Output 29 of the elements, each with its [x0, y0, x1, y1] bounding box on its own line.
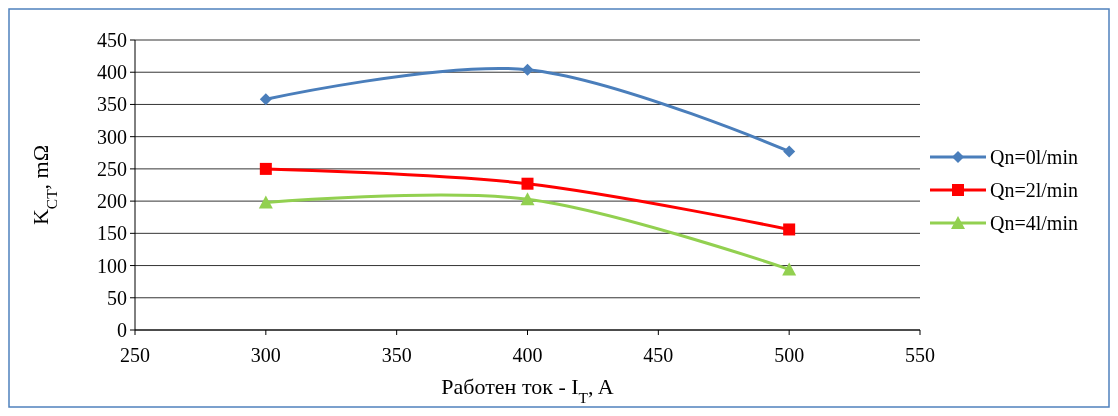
x-tick-label: 550 [905, 344, 935, 366]
y-tick-label: 50 [107, 286, 127, 309]
y-tick-label: 400 [97, 61, 127, 84]
legend-label: Qn=2l/min [990, 179, 1078, 201]
x-tick-label: 500 [774, 344, 805, 366]
legend-label: Qn=0l/min [990, 146, 1078, 168]
y-tick-label: 300 [97, 125, 127, 148]
point [782, 262, 797, 276]
x-axis-title: Работен ток - I$_{T}$, A [441, 374, 614, 406]
x-tick-label: 350 [381, 344, 412, 366]
point [258, 195, 273, 209]
point [521, 177, 534, 190]
point [521, 63, 534, 76]
legend-label: Qn=4l/min [990, 212, 1078, 234]
y-tick-label: 350 [97, 93, 127, 116]
y-tick-label: 100 [97, 254, 127, 277]
y-tick-label: 150 [97, 222, 127, 245]
x-tick-label: 300 [250, 344, 281, 366]
y-tick-label: 200 [97, 190, 127, 213]
point [520, 192, 535, 206]
x-tick-label: 400 [512, 344, 543, 366]
y-tick-label: 250 [97, 157, 127, 180]
point [259, 162, 272, 175]
y-tick-label: 450 [97, 29, 127, 51]
point [783, 145, 796, 158]
point [259, 93, 272, 106]
x-tick-label: 450 [643, 344, 674, 366]
y-tick-label: 0 [117, 319, 127, 341]
point [783, 223, 796, 236]
